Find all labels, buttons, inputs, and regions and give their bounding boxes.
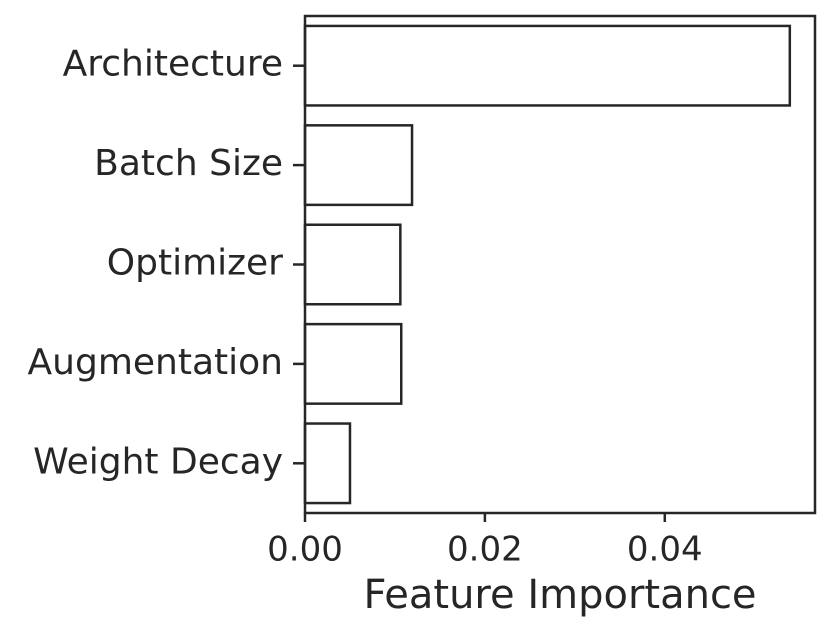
y-tick-label: Augmentation xyxy=(28,342,283,383)
y-tick-label: Batch Size xyxy=(94,143,283,184)
bar xyxy=(303,223,402,306)
bar xyxy=(303,322,403,405)
bar xyxy=(303,422,352,505)
bar xyxy=(303,24,792,107)
x-tick-label: 0.02 xyxy=(447,530,523,570)
y-tick-label: Architecture xyxy=(63,44,283,85)
x-axis-label: Feature Importance xyxy=(363,572,756,618)
bar xyxy=(303,124,414,207)
y-tick-label: Optimizer xyxy=(107,243,283,284)
y-tick-label: Weight Decay xyxy=(33,441,283,482)
x-tick-label: 0.00 xyxy=(267,530,343,570)
x-tick-label: 0.04 xyxy=(627,530,703,570)
plot-frame xyxy=(303,14,817,515)
